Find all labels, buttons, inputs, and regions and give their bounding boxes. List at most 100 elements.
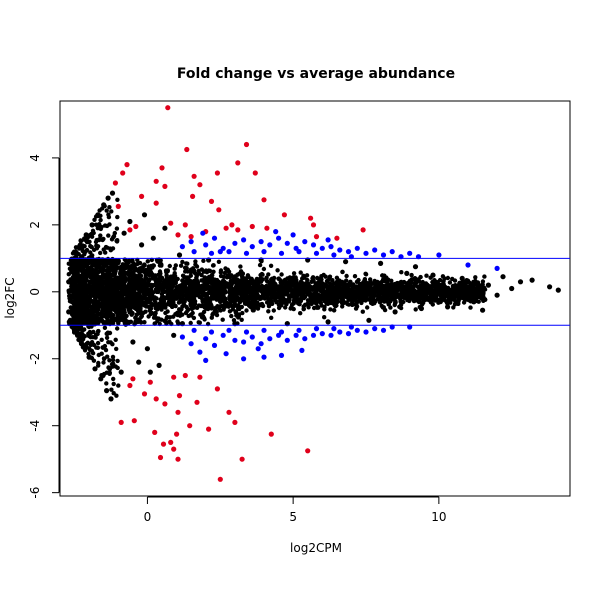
data-point <box>74 332 81 338</box>
data-point <box>250 299 255 305</box>
data-point <box>95 281 100 286</box>
data-point <box>134 312 139 317</box>
data-point <box>180 259 185 265</box>
data-point <box>193 286 198 291</box>
data-point <box>257 262 263 268</box>
data-point <box>150 275 156 280</box>
data-point <box>180 278 185 283</box>
data-point <box>135 261 140 267</box>
data-point <box>128 301 134 307</box>
data-point <box>95 340 101 346</box>
data-point <box>313 288 318 293</box>
data-point <box>168 288 173 293</box>
data-point <box>269 299 274 304</box>
data-point <box>241 298 246 303</box>
data-point <box>176 252 183 258</box>
data-point <box>310 222 317 228</box>
data-point <box>200 230 206 236</box>
data-point <box>125 265 130 270</box>
data-point <box>203 357 209 363</box>
data-point <box>261 354 267 360</box>
data-point <box>92 294 98 299</box>
data-point <box>82 321 88 326</box>
data-point <box>481 295 486 300</box>
data-point <box>147 289 152 295</box>
data-point <box>184 304 189 310</box>
data-point <box>188 234 194 240</box>
data-point <box>88 250 93 255</box>
data-point <box>271 284 276 289</box>
data-point <box>380 327 387 333</box>
data-point <box>203 242 209 248</box>
data-point <box>153 306 158 311</box>
data-point <box>305 288 310 293</box>
data-point <box>100 268 105 273</box>
data-point <box>418 274 423 280</box>
data-point <box>154 302 159 307</box>
data-point <box>424 273 429 278</box>
data-point <box>113 337 118 342</box>
data-point <box>146 281 151 286</box>
data-point <box>209 315 214 320</box>
data-point <box>82 268 88 274</box>
data-point <box>110 318 115 323</box>
data-point <box>517 279 524 285</box>
data-point <box>137 269 142 275</box>
data-point <box>100 345 105 350</box>
data-point <box>399 270 404 275</box>
data-point <box>191 173 197 179</box>
data-point <box>111 234 117 239</box>
data-point <box>151 263 156 268</box>
data-point <box>340 304 345 309</box>
data-point <box>168 274 173 279</box>
data-point <box>415 298 421 303</box>
data-point <box>261 197 267 203</box>
data-point <box>129 294 134 300</box>
data-point <box>270 280 275 286</box>
data-point <box>188 297 194 302</box>
data-point <box>82 327 87 332</box>
data-point <box>460 287 465 292</box>
data-point <box>176 321 181 326</box>
data-point <box>313 250 320 256</box>
data-point <box>465 289 470 294</box>
data-point <box>149 284 154 290</box>
data-point <box>445 304 451 310</box>
data-point <box>298 311 303 316</box>
data-point <box>86 298 91 304</box>
data-point <box>285 283 290 289</box>
data-point <box>214 281 219 287</box>
data-point <box>278 302 283 307</box>
data-point <box>107 358 112 363</box>
data-point <box>129 277 134 283</box>
data-point <box>210 263 216 268</box>
data-point <box>335 291 341 296</box>
data-point <box>177 283 182 289</box>
data-point <box>232 303 237 309</box>
data-point <box>153 396 159 402</box>
data-point <box>230 307 236 312</box>
data-point <box>223 351 229 357</box>
data-point <box>144 346 150 352</box>
data-point <box>472 290 477 295</box>
data-point <box>104 208 109 213</box>
data-point <box>137 266 142 271</box>
data-point <box>130 310 135 316</box>
data-point <box>131 418 137 424</box>
data-point <box>214 312 220 318</box>
data-point <box>397 293 402 298</box>
data-point <box>253 289 258 294</box>
data-point <box>319 277 324 282</box>
data-point <box>413 307 418 312</box>
data-point <box>352 274 358 279</box>
data-point <box>71 304 76 310</box>
data-point <box>130 265 135 271</box>
data-point <box>273 229 279 235</box>
data-point <box>354 284 359 289</box>
data-point <box>368 279 373 285</box>
data-point <box>174 431 180 437</box>
data-point <box>139 193 145 199</box>
data-point <box>118 269 123 274</box>
data-point <box>200 298 205 304</box>
data-point <box>266 286 271 292</box>
